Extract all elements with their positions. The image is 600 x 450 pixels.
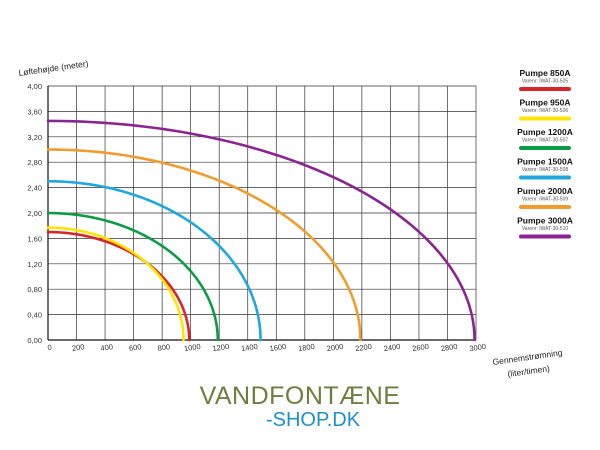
x-tick-label: 1200: [212, 342, 230, 353]
axes: 0 200 400 600 800 1000 1200 1400 1600 1800 2000 220…: [27, 82, 486, 353]
series-line-pumpe-2000a: [46, 148, 362, 342]
series-line-pumpe-1500a: [46, 179, 262, 342]
x-axis-label-line2: (liter/timen): [507, 363, 551, 379]
x-tick-label: 2600: [412, 342, 430, 353]
series-line-pumpe-1200a: [46, 211, 220, 342]
y-tick-label: 0,00: [27, 336, 42, 345]
legend-entry-subtitle: Varenr: IWAT-30-508: [522, 167, 569, 173]
x-tick-label: 0: [47, 343, 52, 352]
legend-entry-name: Pumpe 950A: [519, 98, 570, 108]
y-tick-label: 3,20: [27, 133, 42, 142]
x-tick-label: 200: [71, 342, 85, 353]
legend-entry-subtitle: Varenr: IWAT-30-506: [522, 108, 569, 114]
x-tick-label: 1400: [240, 342, 258, 353]
curves: [46, 119, 476, 342]
x-tick-label: 2800: [440, 342, 458, 353]
logo-text-line1: VANDFONTÆNE: [199, 382, 401, 410]
x-axis-label-line1: Gennemstrømning: [492, 347, 563, 367]
x-tick-label: 2400: [383, 342, 401, 353]
legend-entry-name: Pumpe 1200A: [517, 127, 573, 137]
y-tick-label: 2,40: [27, 184, 42, 193]
legend-entry-subtitle: Varenr: IWAT-30-509: [522, 197, 569, 203]
legend-entry-subtitle: Varenr: IWAT-30-507: [522, 138, 569, 144]
logo-text-line2: -SHOP.DK: [265, 409, 361, 431]
y-tick-label: 0,80: [27, 285, 42, 294]
legend-entry-subtitle: Varenr: IWAT-30-510: [522, 226, 569, 232]
legend-entry-name: Pumpe 3000A: [517, 216, 573, 226]
y-tick-label: 1,60: [27, 234, 42, 243]
y-tick-label: 0,40: [27, 311, 42, 320]
grid: [48, 85, 477, 340]
series-line-pumpe-950a: [46, 226, 185, 342]
x-tick-label: 1800: [298, 342, 316, 353]
y-tick-label: 1,20: [27, 260, 42, 269]
legend-entry-name: Pumpe 850A: [519, 68, 570, 78]
x-tick-label: 3000: [469, 342, 487, 353]
x-tick-label: 600: [128, 342, 142, 353]
x-tick-label: 400: [100, 342, 114, 353]
y-tick-label: 3,60: [27, 107, 42, 116]
y-tick-label: 2,80: [27, 158, 42, 167]
y-tick-label: 4,00: [27, 82, 42, 91]
x-tick-label: 2000: [326, 342, 344, 353]
x-tick-label: 800: [157, 342, 171, 353]
legend-entry-name: Pumpe 1500A: [517, 157, 573, 167]
x-tick-label: 1000: [183, 342, 201, 353]
y-axis-label: Løftehøjde (meter): [18, 58, 89, 78]
legend-entry-name: Pumpe 2000A: [517, 186, 573, 196]
legend-entry-subtitle: Varenr: IWAT-30-505: [522, 79, 569, 85]
y-tick-label: 2,00: [27, 209, 42, 218]
x-tick-label: 1600: [269, 342, 287, 353]
x-tick-label: 2200: [355, 342, 373, 353]
series-line-pumpe-3000a: [46, 119, 476, 342]
